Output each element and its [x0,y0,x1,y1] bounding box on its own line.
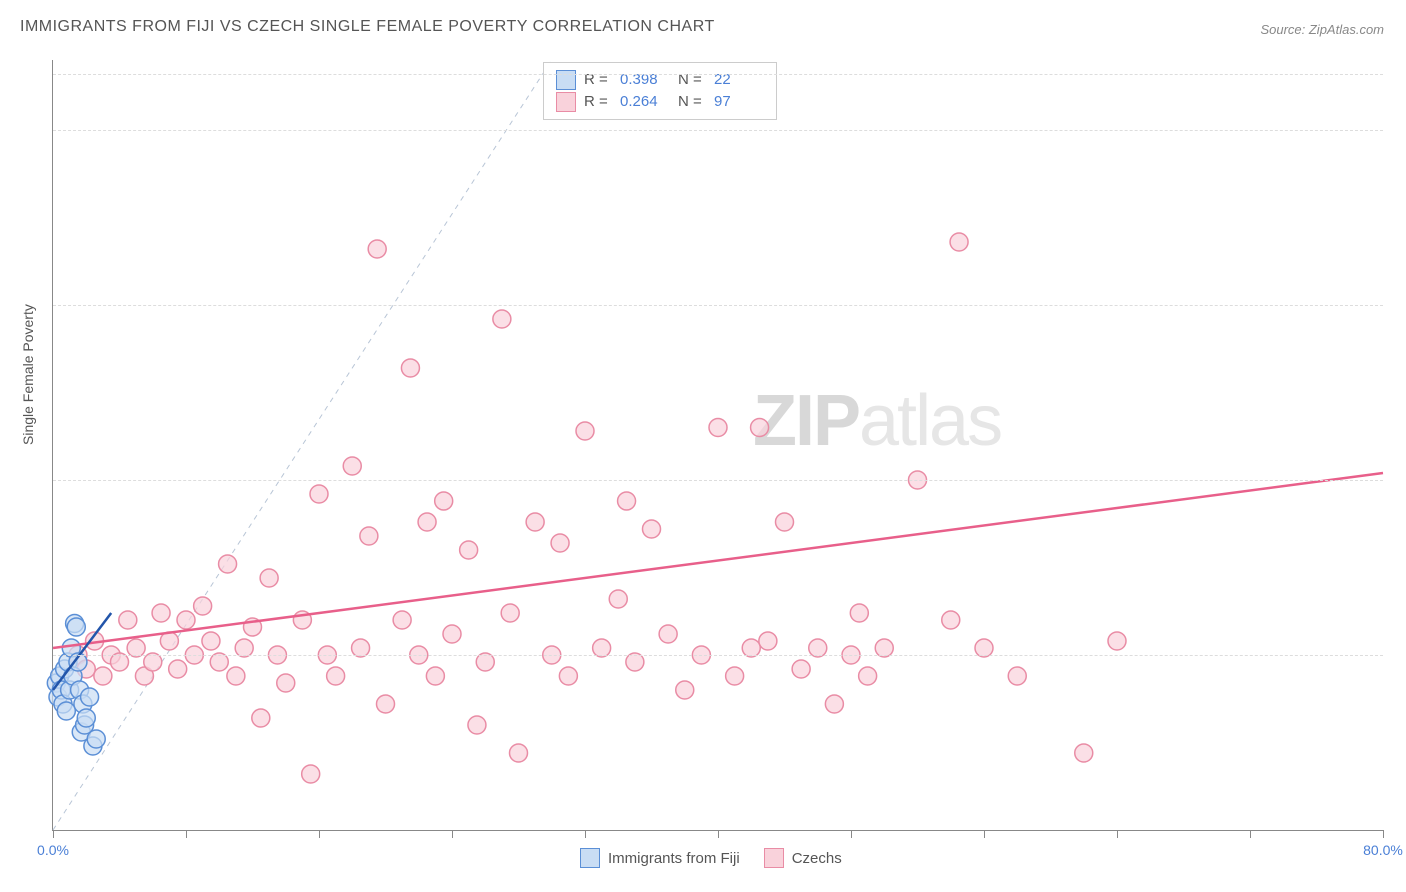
legend-item-fiji: Immigrants from Fiji [580,848,740,868]
x-tick [53,830,54,838]
n-label: N = [678,91,706,113]
y-axis-label: Single Female Poverty [20,304,36,445]
swatch-fiji-bottom [580,848,600,868]
x-tick [452,830,453,838]
x-tick [319,830,320,838]
n-value-fiji: 22 [714,69,764,91]
r-value-fiji: 0.398 [620,69,670,91]
legend-row-fiji: R = 0.398 N = 22 [556,69,764,91]
legend-label-fiji: Immigrants from Fiji [608,850,740,867]
x-tick-label: 80.0% [1363,842,1403,858]
chart-title: IMMIGRANTS FROM FIJI VS CZECH SINGLE FEM… [20,18,715,36]
grid-line [53,655,1383,656]
r-value-czech: 0.264 [620,91,670,113]
legend-row-czech: R = 0.264 N = 97 [556,91,764,113]
x-tick [1250,830,1251,838]
swatch-fiji [556,70,576,90]
grid-line [53,480,1383,481]
swatch-czech [556,92,576,112]
x-tick [186,830,187,838]
n-label: N = [678,69,706,91]
r-label: R = [584,69,612,91]
n-value-czech: 97 [714,91,764,113]
grid-line [53,305,1383,306]
swatch-czech-bottom [764,848,784,868]
chart-svg [53,60,1383,830]
legend-item-czech: Czechs [764,848,842,868]
source-label: Source: ZipAtlas.com [1260,22,1384,37]
x-tick [1117,830,1118,838]
x-tick [851,830,852,838]
r-label: R = [584,91,612,113]
x-tick [585,830,586,838]
x-tick [718,830,719,838]
legend-correlation: R = 0.398 N = 22 R = 0.264 N = 97 [543,62,777,120]
grid-line [53,74,1383,75]
x-tick [1383,830,1384,838]
plot-area: ZIPatlas R = 0.398 N = 22 R = 0.264 N = … [52,60,1383,831]
legend-bottom: Immigrants from Fiji Czechs [580,848,842,868]
legend-label-czech: Czechs [792,850,842,867]
grid-line [53,130,1383,131]
x-tick-label: 0.0% [37,842,69,858]
x-tick [984,830,985,838]
